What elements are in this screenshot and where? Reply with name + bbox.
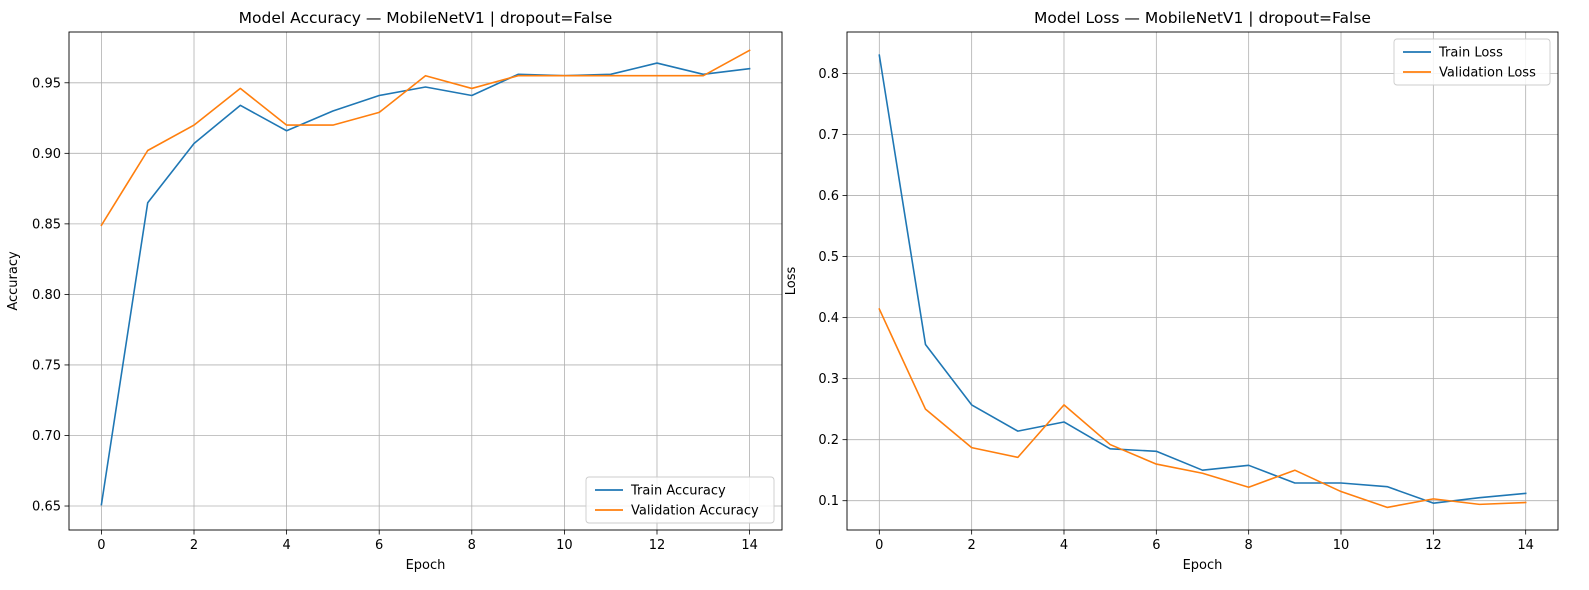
x-tick-label: 12 bbox=[649, 538, 666, 553]
legend-label: Train Accuracy bbox=[630, 484, 726, 499]
x-tick-label: 12 bbox=[1425, 538, 1442, 553]
x-tick-label: 14 bbox=[741, 538, 758, 553]
x-tick-label: 2 bbox=[190, 538, 198, 553]
legend-box bbox=[1393, 38, 1551, 86]
x-tick-label: 4 bbox=[1060, 538, 1068, 553]
y-tick-label: 0.90 bbox=[32, 147, 61, 162]
y-tick-label: 0.1 bbox=[818, 494, 839, 509]
x-axis-label: Epoch bbox=[406, 558, 446, 573]
accuracy-chart-panel: 0 2 4 6 8 10 12 14 0.65 0.70 0.75 0.80 0.85 0.90 0.95 M… bbox=[6, 9, 783, 573]
x-tick-label: 10 bbox=[1333, 538, 1350, 553]
y-axis-label: Accuracy bbox=[6, 251, 21, 311]
y-tick-label: 0.65 bbox=[32, 500, 61, 515]
chart-title: Model Accuracy — MobileNetV1 | dropout=F… bbox=[239, 9, 613, 27]
axes-frame bbox=[846, 31, 1559, 531]
x-tick-label: 8 bbox=[1245, 538, 1253, 553]
y-tick-label: 0.8 bbox=[818, 67, 839, 82]
x-tick-label: 2 bbox=[968, 538, 976, 553]
x-axis-label: Epoch bbox=[1183, 558, 1223, 573]
x-tick-label: 14 bbox=[1517, 538, 1534, 553]
y-tick-label: 0.85 bbox=[32, 217, 61, 232]
y-tick-label: 0.6 bbox=[818, 189, 839, 204]
axes-frame bbox=[68, 31, 783, 531]
y-tick-label: 0.95 bbox=[32, 76, 61, 91]
y-axis-label: Loss bbox=[784, 267, 799, 296]
x-tick-label: 0 bbox=[97, 538, 105, 553]
y-tick-label: 0.5 bbox=[818, 250, 839, 265]
legend-label: Validation Loss bbox=[1439, 66, 1536, 81]
x-tick-label: 4 bbox=[282, 538, 290, 553]
y-tick-label: 0.7 bbox=[818, 128, 839, 143]
legend-box bbox=[585, 476, 775, 524]
train-accuracy-line bbox=[100, 62, 751, 506]
x-tick-label: 0 bbox=[875, 538, 883, 553]
x-tick-label: 6 bbox=[1152, 538, 1160, 553]
validation-accuracy-line bbox=[100, 49, 751, 227]
y-tick-label: 0.3 bbox=[818, 372, 839, 387]
y-tick-label: 0.4 bbox=[818, 311, 839, 326]
validation-loss-line bbox=[878, 308, 1527, 509]
y-tick-label: 0.2 bbox=[818, 433, 839, 448]
legend: Train Accuracy Validation Accuracy bbox=[585, 476, 775, 524]
legend-label: Validation Accuracy bbox=[631, 504, 759, 519]
legend: Train Loss Validation Loss bbox=[1393, 38, 1551, 86]
y-tick-label: 0.80 bbox=[32, 288, 61, 303]
chart-title: Model Loss — MobileNetV1 | dropout=False bbox=[1034, 9, 1371, 27]
y-tick-label: 0.75 bbox=[32, 358, 61, 373]
x-tick-label: 8 bbox=[468, 538, 476, 553]
x-tick-label: 10 bbox=[556, 538, 573, 553]
loss-chart-panel: 0 2 4 6 8 10 12 14 0.1 0.2 0.3 0.4 0.5 0.6 0.7 0.8 Model… bbox=[784, 9, 1559, 573]
x-tick-label: 6 bbox=[375, 538, 383, 553]
legend-label: Train Loss bbox=[1438, 46, 1503, 61]
y-tick-label: 0.70 bbox=[32, 429, 61, 444]
train-loss-line bbox=[878, 54, 1527, 504]
